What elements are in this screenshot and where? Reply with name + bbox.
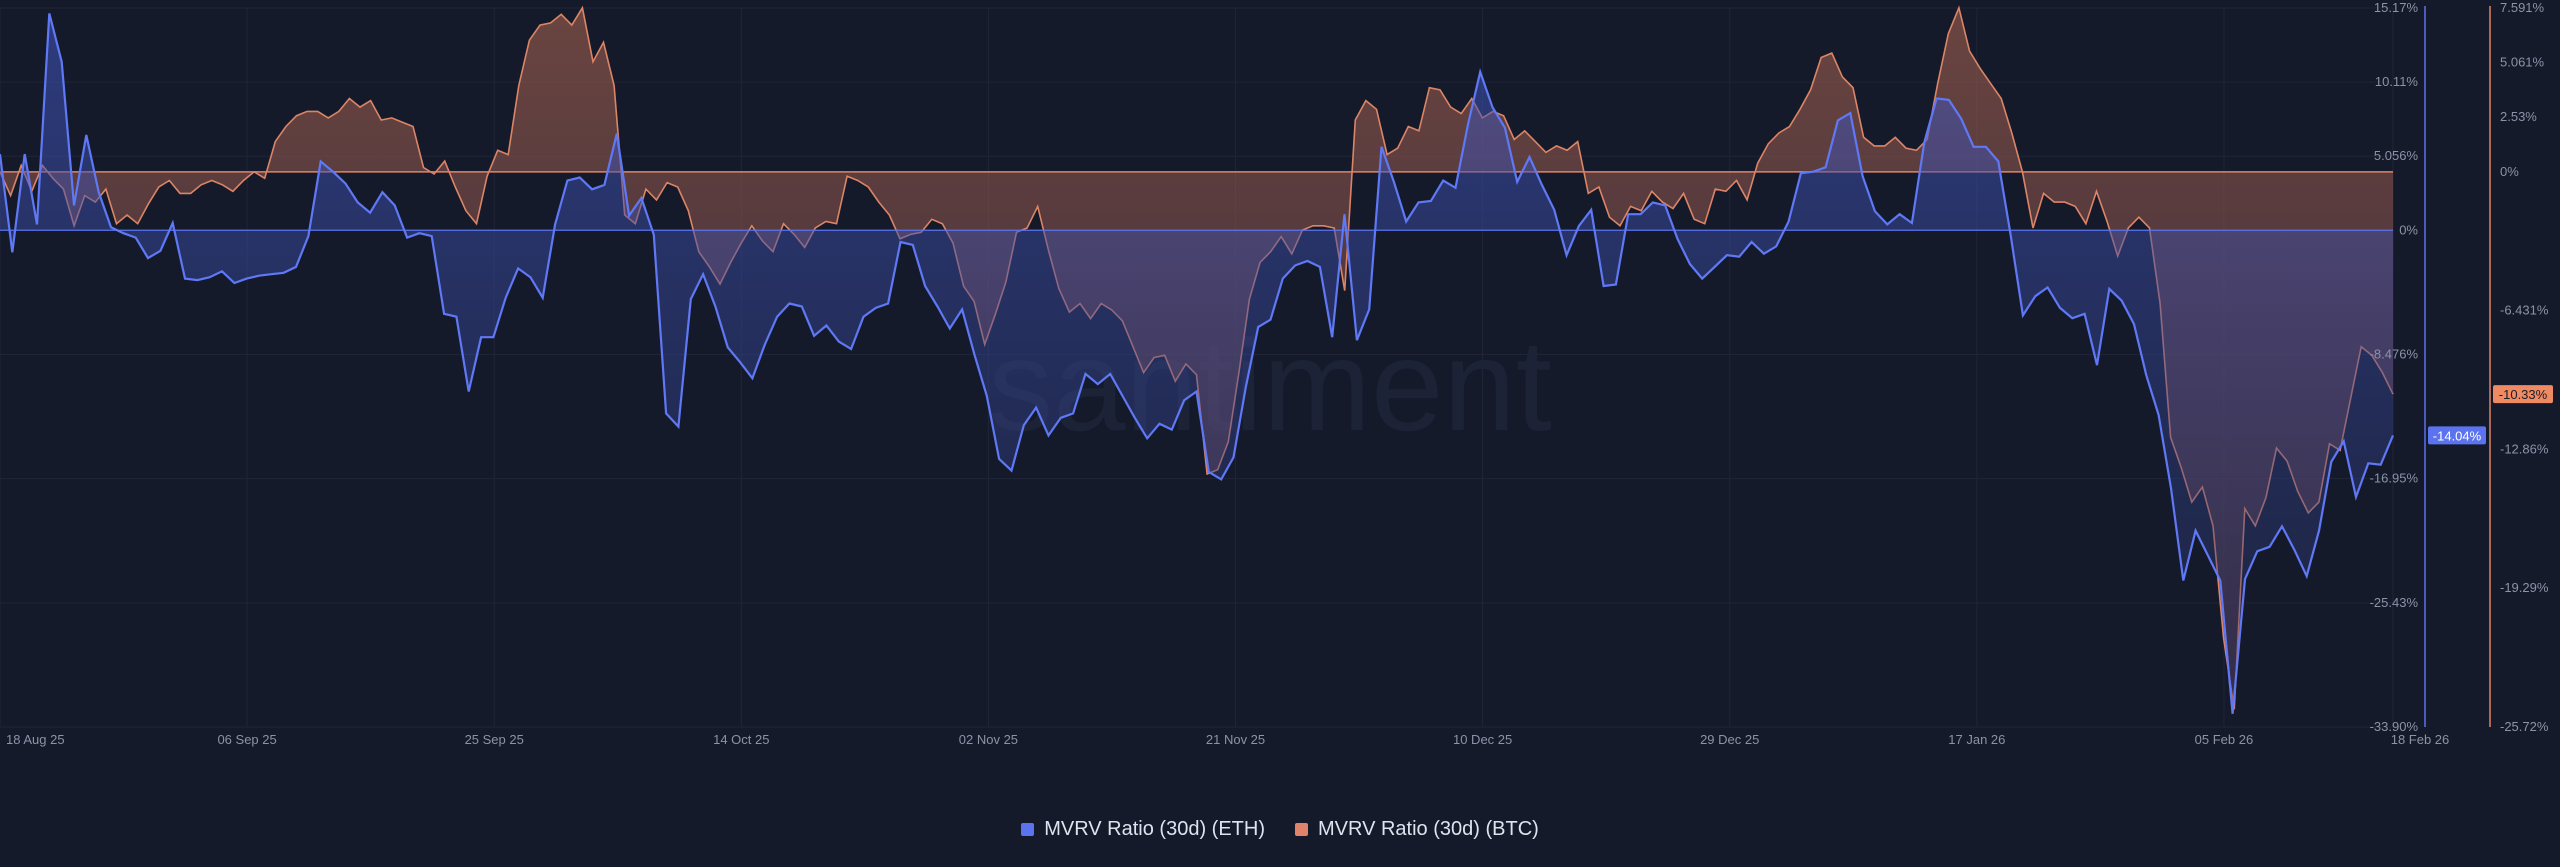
x-tick-label: 10 Dec 25 [1453, 732, 1512, 747]
eth-series-layer [0, 13, 2395, 714]
current-value-badges: -14.04% -10.33% [2428, 385, 2553, 445]
legend-item-btc[interactable]: MVRV Ratio (30d) (BTC) [1295, 818, 1539, 841]
eth-line [0, 13, 2395, 714]
left-axis-ticks: 15.17% 10.11% 5.056% 0% -8.476% -16.95% -25.43… [2370, 0, 2419, 734]
chart-legend: MVRV Ratio (30d) (ETH) MVRV Ratio (30d) … [0, 818, 2560, 841]
left-tick-label: 5.056% [2374, 148, 2419, 163]
x-tick-label: 18 Aug 25 [6, 732, 65, 747]
eth-current-badge [2428, 426, 2486, 445]
legend-label-btc: MVRV Ratio (30d) (BTC) [1318, 818, 1539, 840]
btc-current-value: -10.33% [2499, 387, 2548, 402]
x-tick-label: 05 Feb 26 [2195, 732, 2254, 747]
left-tick-label: 15.17% [2374, 0, 2419, 15]
left-tick-label: -33.90% [2370, 719, 2419, 734]
left-tick-label: 0% [2399, 222, 2418, 237]
x-axis-ticks: 18 Aug 25 06 Sep 25 25 Sep 25 14 Oct 25 02 N… [6, 732, 2449, 747]
legend-label-eth: MVRV Ratio (30d) (ETH) [1044, 818, 1265, 840]
left-tick-label: -16.95% [2370, 471, 2419, 486]
x-tick-label: 18 Feb 26 [2391, 732, 2450, 747]
right-tick-label: 2.53% [2500, 109, 2537, 124]
right-tick-label: -19.29% [2500, 580, 2549, 595]
btc-current-badge [2493, 385, 2553, 404]
x-tick-label: 02 Nov 25 [959, 732, 1018, 747]
x-tick-label: 14 Oct 25 [713, 732, 769, 747]
axes [2424, 6, 2491, 727]
eth-current-value: -14.04% [2433, 428, 2482, 443]
right-tick-label: 0% [2500, 164, 2519, 179]
left-tick-label: -25.43% [2370, 595, 2419, 610]
left-tick-label: -8.476% [2370, 346, 2419, 361]
x-tick-label: 29 Dec 25 [1700, 732, 1759, 747]
legend-item-eth[interactable]: MVRV Ratio (30d) (ETH) [1021, 818, 1265, 841]
legend-swatch-eth [1021, 823, 1035, 836]
right-tick-label: 7.591% [2500, 0, 2545, 15]
right-tick-label: 5.061% [2500, 55, 2545, 70]
eth-area [0, 13, 2393, 714]
right-tick-label: -12.86% [2500, 441, 2549, 456]
right-axis-ticks: 7.591% 5.061% 2.53% 0% -6.431% -12.86% -19.29%… [2500, 0, 2549, 734]
x-tick-label: 06 Sep 25 [217, 732, 276, 747]
x-tick-label: 21 Nov 25 [1206, 732, 1265, 747]
right-tick-label: -25.72% [2500, 719, 2549, 734]
x-tick-label: 25 Sep 25 [465, 732, 524, 747]
right-tick-label: -6.431% [2500, 303, 2549, 318]
left-tick-label: 10.11% [2375, 74, 2419, 89]
x-tick-label: 17 Jan 26 [1948, 732, 2005, 747]
legend-swatch-btc [1295, 823, 1308, 836]
